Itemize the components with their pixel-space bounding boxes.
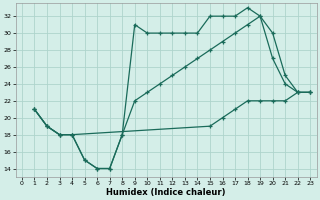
X-axis label: Humidex (Indice chaleur): Humidex (Indice chaleur) bbox=[106, 188, 226, 197]
